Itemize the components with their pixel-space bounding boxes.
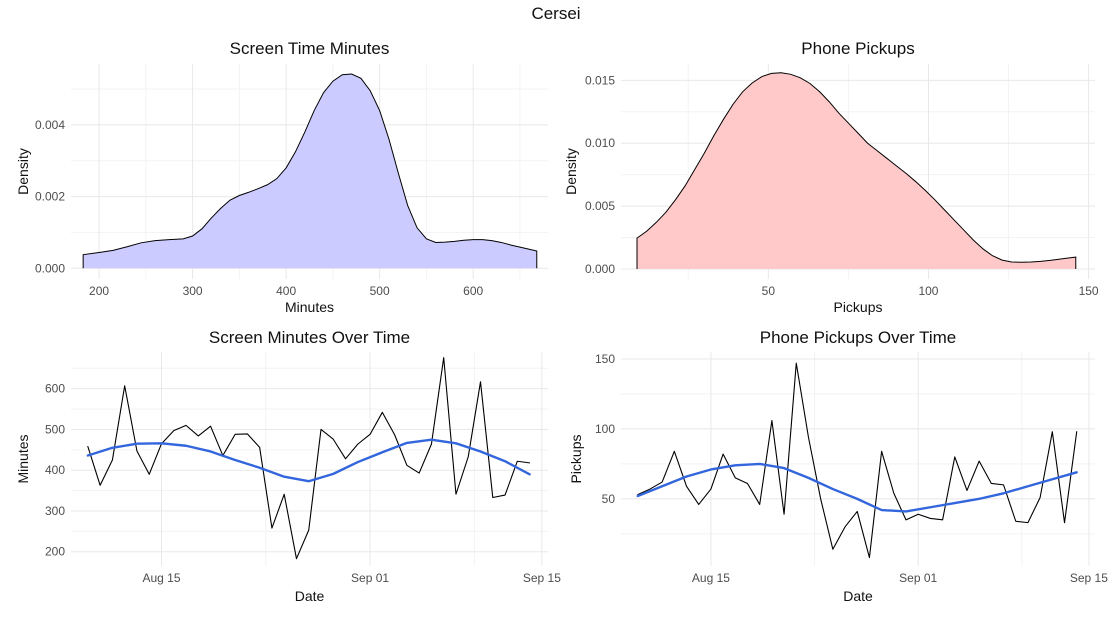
panel-title: Phone Pickups Over Time [760, 328, 957, 347]
density-area [637, 72, 1076, 269]
y-tick-label: 150 [595, 352, 615, 366]
y-axis-title: Density [15, 148, 31, 195]
x-tick-label: Sep 01 [899, 571, 937, 585]
panel-title: Phone Pickups [801, 39, 914, 58]
density-outline [636, 72, 1077, 269]
y-tick-label: 0.010 [585, 136, 615, 150]
panel-pickups-over-time: Aug 15 Sep 01 Sep 15 50 100 150 Phone Pickups … [568, 328, 1108, 604]
x-axis-title: Minutes [285, 299, 334, 315]
x-tick-label: Sep 01 [351, 571, 389, 585]
panel-title: Screen Minutes Over Time [209, 328, 410, 347]
y-tick-label: 0.004 [35, 118, 65, 132]
y-tick-label: 0.015 [585, 73, 615, 87]
y-axis-title: Pickups [568, 434, 584, 483]
y-tick-label: 0.000 [35, 261, 65, 275]
panel-pickups-density: 50 100 150 0.000 0.005 0.010 0.015 Phone Pickup… [563, 39, 1099, 315]
y-tick-label: 0.002 [35, 190, 65, 204]
x-tick-label: 600 [463, 284, 483, 298]
y-axis-title: Minutes [15, 434, 31, 483]
x-tick-label: Aug 15 [142, 571, 180, 585]
x-tick-label: Sep 15 [523, 571, 561, 585]
y-tick-label: 50 [602, 492, 616, 506]
x-axis-title: Date [843, 588, 873, 604]
y-axis-title: Density [563, 148, 579, 195]
panel-screen-over-time: Aug 15 Sep 01 Sep 15 200 300 400 500 600 Screen … [15, 328, 561, 604]
x-axis-title: Pickups [833, 299, 882, 315]
y-tick-label: 500 [45, 422, 65, 436]
density-area [83, 74, 537, 269]
y-tick-label: 0.005 [585, 199, 615, 213]
panel-title: Screen Time Minutes [230, 39, 390, 58]
x-axis-title: Date [295, 588, 325, 604]
y-tick-label: 400 [45, 463, 65, 477]
x-tick-label: 400 [276, 284, 296, 298]
raw-series-line [637, 362, 1078, 559]
x-tick-label: 500 [370, 284, 390, 298]
x-tick-label: 100 [918, 284, 938, 298]
y-tick-label: 100 [595, 422, 615, 436]
x-tick-label: 200 [89, 284, 109, 298]
raw-series-line [87, 357, 531, 560]
panel-screen-density: 200 300 400 500 600 0.000 0.002 0.004 Screen Tim… [15, 39, 548, 315]
x-tick-label: Aug 15 [692, 571, 730, 585]
x-tick-label: 50 [762, 284, 776, 298]
smooth-trend-line [86, 438, 531, 483]
density-outline [82, 73, 538, 269]
x-tick-label: Sep 15 [1070, 571, 1108, 585]
x-tick-label: 300 [183, 284, 203, 298]
y-tick-label: 200 [45, 545, 65, 559]
smooth-trend-line [636, 462, 1078, 513]
y-tick-label: 600 [45, 382, 65, 396]
y-tick-label: 0.000 [585, 262, 615, 276]
y-tick-label: 300 [45, 504, 65, 518]
x-tick-label: 150 [1079, 284, 1099, 298]
figure-title: Cersei [531, 4, 581, 23]
